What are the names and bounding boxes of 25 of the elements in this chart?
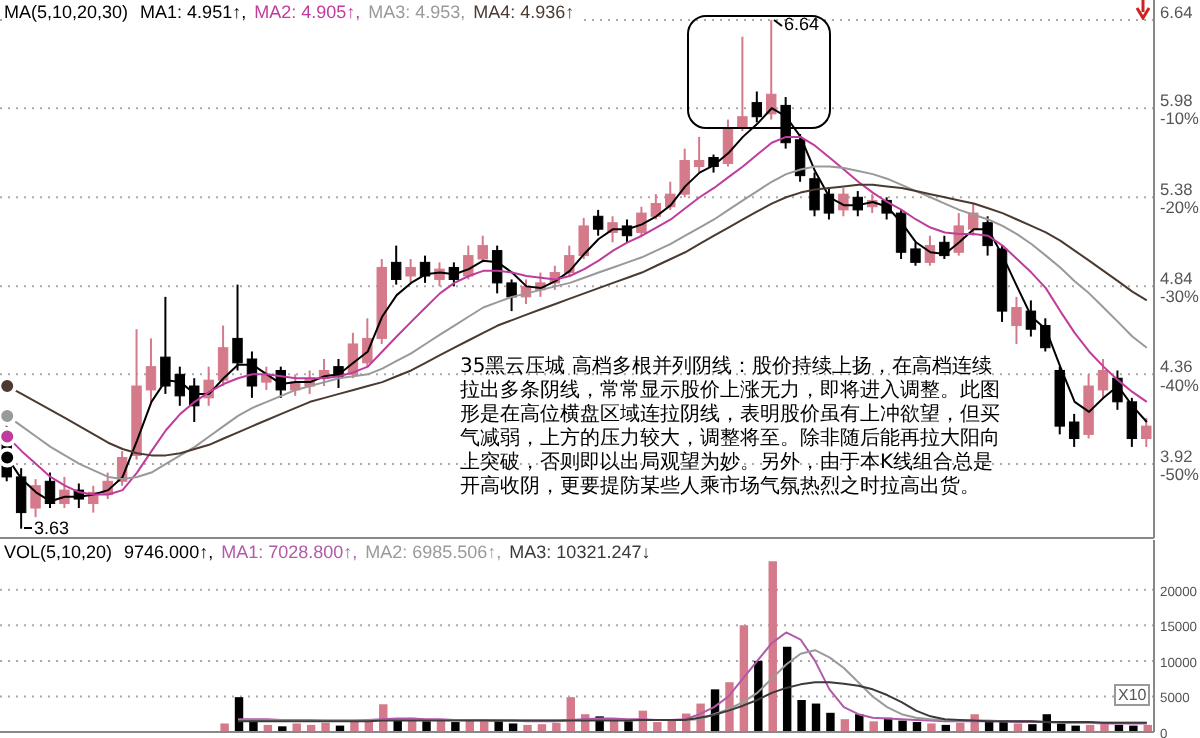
y-tick-label: 4.84	[1160, 268, 1194, 289]
legend-title: MA(5,10,20,30)	[4, 2, 129, 22]
y2-tick-label: -30%	[1160, 286, 1200, 307]
annotation: 6.64	[784, 14, 820, 34]
text: MA1: 4.951↑,	[140, 2, 247, 22]
y-axis-title: X10	[1114, 684, 1151, 706]
annotation: 3.63	[34, 518, 70, 538]
text: MA2: 6985.506↑,	[365, 542, 502, 562]
text: MA4: 4.936↑	[473, 2, 575, 22]
y-tick-label: 4.36	[1160, 356, 1194, 377]
y-tick-label: 3.92	[1160, 445, 1194, 466]
text: MA3: 10321.247↓	[509, 542, 651, 562]
y-tick-label: 5.38	[1160, 179, 1194, 200]
y2-tick-label: -10%	[1160, 108, 1200, 129]
text: 9746.000↑,	[124, 542, 214, 562]
annotation: 35黑云压城 高档多根并列阴线：股价持续上扬，在高档连续拉出多条阴线，常常显示股价上涨无力，即将进入调整。此图形是在高位横盘区域连拉阴线，表明股价虽有上冲欲望，但买气减弱，上方的压力较大，调整将至。除非随后能再拉大阳向上突破，否则即以出局观望为妙。另外，由于本K线组合总是开高收阴，更要提防某些人乘市场气氛热烈之时拉高出货。	[460, 356, 1002, 500]
text: MA1: 7028.800↑,	[221, 542, 358, 562]
text: MA3: 4.953,	[368, 2, 466, 22]
legend-title: VOL(5,10,20)	[4, 542, 113, 562]
y-tick-label: 5.98	[1160, 90, 1194, 111]
y-tick-label: 6.64	[1160, 2, 1194, 23]
y2-tick-label: -50%	[1160, 464, 1200, 485]
y2-tick-label: -20%	[1160, 197, 1200, 218]
y2-tick-label: -40%	[1160, 375, 1200, 396]
text: MA2: 4.905↑,	[254, 2, 361, 22]
